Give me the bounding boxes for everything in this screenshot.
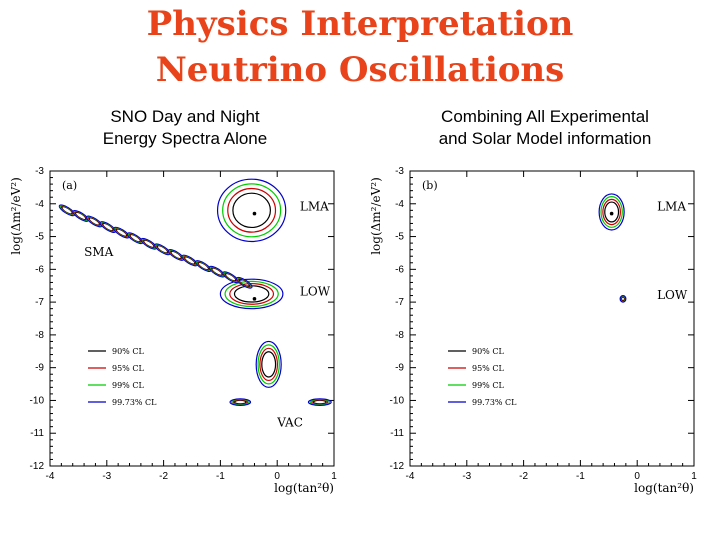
legend-label: 99% CL (472, 381, 504, 390)
contour-99.73cl (598, 193, 625, 231)
best-fit-point (252, 297, 257, 301)
y-tick-label: -11 (30, 428, 44, 439)
panel-a-subtitle-line2: Energy Spectra Alone (102, 129, 268, 148)
allowed-region (619, 294, 627, 303)
x-tick-label: 0 (274, 471, 280, 482)
legend-label: 95% CL (472, 364, 504, 373)
allowed-region (229, 398, 252, 406)
contour-99cl (600, 196, 623, 228)
contour-99.73cl (619, 294, 627, 303)
panel-a-subtitle-line1: SNO Day and Night (110, 107, 260, 126)
best-fit-point (252, 211, 257, 216)
y-tick-label: -8 (395, 330, 404, 341)
plot-frame (409, 170, 695, 467)
panel-b-subtitle-line1: Combining All Experimental (441, 107, 649, 126)
best-fit-point (609, 211, 614, 216)
contour-95cl (602, 198, 621, 226)
contour-90cl (604, 201, 620, 223)
y-tick-label: -4 (35, 199, 44, 210)
sma-contour (235, 276, 253, 289)
contour-90cl (232, 192, 271, 229)
panel-label: (b) (422, 179, 438, 192)
x-tick-label: -1 (216, 471, 225, 482)
contour-95cl (229, 282, 275, 305)
panel-b-subtitle-line2: and Solar Model information (438, 129, 652, 148)
allowed-region (216, 178, 287, 243)
x-tick-label: 1 (691, 471, 697, 482)
contour-99.73cl (255, 340, 282, 388)
region-label-low: LOW (657, 288, 688, 302)
contour-90cl (312, 399, 327, 405)
x-tick-label: -3 (462, 471, 471, 482)
y-tick-label: -9 (395, 363, 404, 374)
x-tick-label: -2 (519, 471, 528, 482)
y-tick-label: -10 (30, 395, 45, 406)
legend-label: 90% CL (472, 347, 504, 356)
x-tick-label: -1 (576, 471, 585, 482)
allowed-region (255, 340, 282, 388)
region-label-lma: LMA (300, 199, 329, 213)
x-tick-label: -4 (406, 471, 415, 482)
legend-label: 99.73% CL (472, 398, 517, 407)
contour-99.73cl (216, 178, 287, 243)
region-label-low: LOW (300, 285, 331, 299)
chart-panel-a: -4 -3 -2 -1 0 1-12-11-10-9-8-7-6-5-4-3log(tan… (9, 166, 337, 495)
y-tick-label: -7 (35, 297, 44, 308)
sma-band (58, 204, 253, 289)
y-tick-label: -7 (395, 297, 404, 308)
contour-95cl (259, 347, 279, 382)
chart-panel-b: -4 -3 -2 -1 0 1-12-11-10-9-8-7-6-5-4-3log(tan… (369, 166, 697, 495)
x-axis-label: log(tan²θ) (274, 481, 334, 495)
y-tick-label: -3 (395, 166, 404, 177)
page-title-line1: Physics Interpretation (146, 4, 574, 44)
y-tick-label: -12 (390, 461, 405, 472)
region-label-sma: SMA (84, 245, 114, 259)
x-tick-label: -2 (159, 471, 168, 482)
y-tick-label: -4 (395, 199, 404, 210)
y-tick-label: -10 (390, 395, 405, 406)
y-tick-label: -6 (35, 264, 44, 275)
region-label-vac: VAC (276, 416, 303, 430)
region-label-lma: LMA (657, 199, 686, 213)
legend-label: 99% CL (112, 381, 144, 390)
contour-99.73cl (219, 278, 284, 310)
x-tick-label: 1 (331, 471, 337, 482)
allowed-region (598, 193, 625, 231)
contour-90cl (261, 351, 277, 378)
panel-label: (a) (62, 179, 77, 192)
contour-99cl (222, 183, 282, 238)
contour-99.73cl (307, 398, 332, 406)
contour-99cl (224, 280, 279, 308)
legend-label: 90% CL (112, 347, 144, 356)
legend-label: 95% CL (112, 364, 144, 373)
allowed-region (219, 278, 284, 310)
y-tick-label: -8 (35, 330, 44, 341)
page-title-line2: Neutrino Oscillations (155, 50, 565, 90)
x-axis-label: log(tan²θ) (634, 481, 694, 495)
contour-95cl (227, 187, 277, 233)
x-tick-label: -4 (46, 471, 55, 482)
y-tick-label: -11 (390, 428, 404, 439)
y-tick-label: -3 (35, 166, 44, 177)
plot-frame (49, 170, 335, 467)
contour-99cl (257, 344, 280, 385)
y-tick-label: -12 (30, 461, 45, 472)
y-tick-label: -9 (35, 363, 44, 374)
x-tick-label: 0 (634, 471, 640, 482)
y-axis-label: log(Δm²/eV²) (9, 177, 23, 255)
y-tick-label: -5 (395, 232, 404, 243)
y-tick-label: -5 (35, 232, 44, 243)
contour-90cl (234, 399, 247, 405)
contour-99.73cl (229, 398, 252, 406)
allowed-region (307, 398, 332, 406)
x-tick-label: -3 (102, 471, 111, 482)
y-axis-label: log(Δm²/eV²) (369, 177, 383, 255)
legend-label: 99.73% CL (112, 398, 157, 407)
y-tick-label: -6 (395, 264, 404, 275)
